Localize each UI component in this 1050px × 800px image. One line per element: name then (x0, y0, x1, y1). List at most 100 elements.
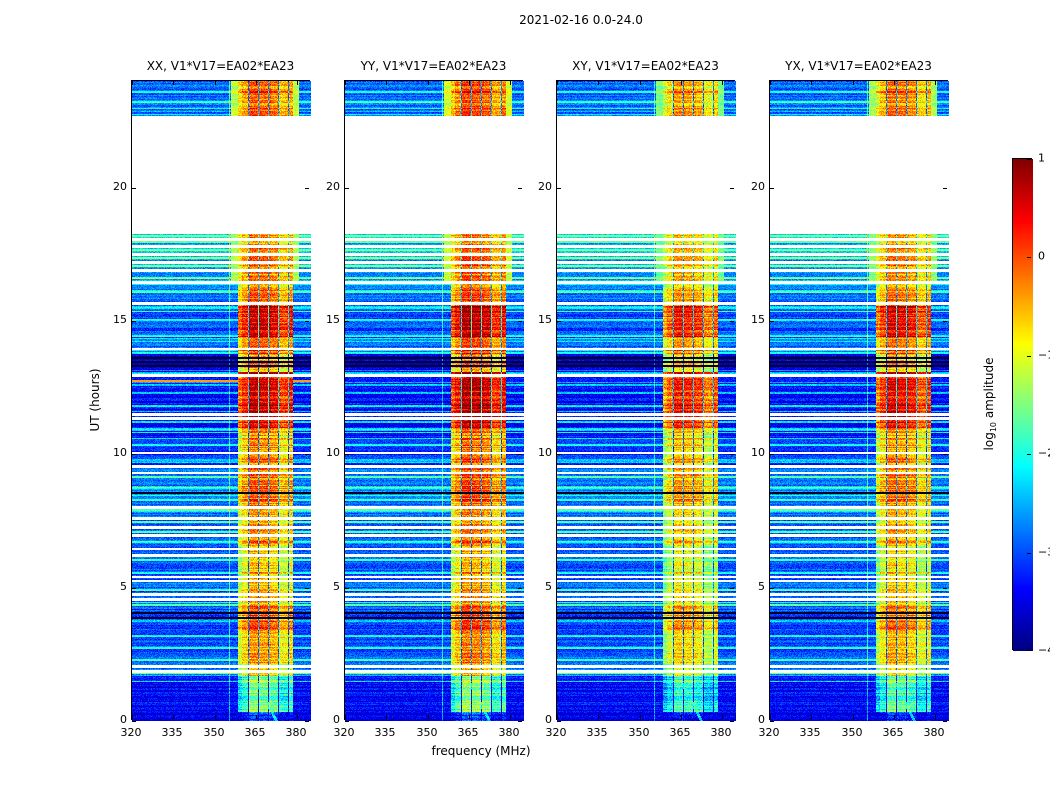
x-tick-mark (469, 81, 470, 85)
y-tick-label: 10 (326, 446, 340, 459)
y-tick-mark (730, 721, 734, 722)
y-tick-mark (943, 721, 947, 722)
x-tick-label: 350 (416, 726, 438, 739)
x-tick-mark (386, 715, 387, 719)
x-tick-label: 350 (203, 726, 225, 739)
spectrogram-canvas-yy (345, 81, 524, 721)
x-tick-mark (557, 715, 558, 719)
y-tick-mark (345, 588, 349, 589)
y-tick-label: 0 (545, 713, 552, 726)
y-tick-mark (730, 321, 734, 322)
y-tick-mark (770, 188, 774, 189)
y-tick-label: 0 (333, 713, 340, 726)
x-tick-mark (722, 81, 723, 85)
y-tick-mark (345, 321, 349, 322)
y-tick-mark (943, 188, 947, 189)
colorbar-tick-label: 0 (1038, 249, 1045, 263)
spectrogram-panel-xy: XY, V1*V17=EA02*EA23 (556, 59, 736, 722)
panel-title-xx: XX, V1*V17=EA02*EA23 (146, 59, 295, 73)
y-tick-mark (770, 588, 774, 589)
colorbar-label-subscript: 10 (989, 421, 999, 433)
x-tick-mark (510, 81, 511, 85)
y-tick-mark (518, 188, 522, 189)
y-tick-label: 10 (113, 446, 127, 459)
y-tick-mark (305, 188, 309, 189)
colorbar-tick-label: −3 (1038, 545, 1050, 559)
x-tick-mark (935, 81, 936, 85)
colorbar-tick-mark (1027, 454, 1031, 455)
colorbar-tick-mark (1027, 257, 1031, 258)
spectrogram-panel-yy: YY, V1*V17=EA02*EA23 (344, 59, 524, 722)
colorbar-label-prefix: log (981, 432, 996, 451)
y-tick-mark (518, 454, 522, 455)
y-tick-mark (345, 454, 349, 455)
panel-title-yy: YY, V1*V17=EA02*EA23 (360, 59, 507, 73)
y-tick-label: 15 (113, 313, 127, 326)
y-tick-mark (557, 721, 561, 722)
y-tick-label: 20 (326, 180, 340, 193)
y-tick-label: 20 (751, 180, 765, 193)
panel-title-xy: XY, V1*V17=EA02*EA23 (572, 59, 719, 73)
y-tick-mark (132, 321, 136, 322)
y-tick-label: 0 (758, 713, 765, 726)
x-tick-mark (256, 81, 257, 85)
x-tick-mark (722, 715, 723, 719)
y-tick-mark (770, 454, 774, 455)
y-tick-label: 5 (333, 580, 340, 593)
y-tick-mark (770, 321, 774, 322)
x-tick-mark (811, 81, 812, 85)
colorbar-tick-label: −4 (1038, 643, 1050, 657)
x-tick-mark (598, 81, 599, 85)
x-tick-label: 335 (586, 726, 608, 739)
colorbar-label-suffix: amplitude (981, 357, 996, 422)
y-tick-mark (943, 321, 947, 322)
spectrogram-canvas-xx (132, 81, 311, 721)
y-tick-mark (305, 321, 309, 322)
y-tick-mark (518, 721, 522, 722)
colorbar-gradient (1013, 159, 1033, 651)
x-tick-mark (469, 715, 470, 719)
x-tick-mark (297, 715, 298, 719)
y-tick-mark (557, 188, 561, 189)
y-tick-label: 20 (113, 180, 127, 193)
x-axis-label: frequency (MHz) (431, 744, 531, 758)
y-tick-mark (345, 188, 349, 189)
y-tick-mark (132, 454, 136, 455)
colorbar (1012, 158, 1033, 651)
x-tick-label: 380 (923, 726, 945, 739)
x-tick-mark (510, 715, 511, 719)
y-tick-label: 5 (545, 580, 552, 593)
x-tick-label: 350 (841, 726, 863, 739)
y-tick-mark (345, 721, 349, 722)
y-tick-mark (943, 454, 947, 455)
spectrogram-panel-yx: YX, V1*V17=EA02*EA23 (769, 59, 949, 722)
x-tick-mark (811, 715, 812, 719)
x-tick-mark (173, 81, 174, 85)
x-tick-mark (770, 715, 771, 719)
colorbar-tick-mark (1027, 159, 1031, 160)
x-tick-label: 335 (799, 726, 821, 739)
spectrogram-canvas-xy (557, 81, 736, 721)
x-tick-label: 380 (710, 726, 732, 739)
x-tick-label: 335 (374, 726, 396, 739)
y-tick-mark (132, 588, 136, 589)
x-tick-mark (215, 715, 216, 719)
y-tick-mark (518, 588, 522, 589)
x-tick-mark (894, 715, 895, 719)
y-tick-mark (557, 588, 561, 589)
y-tick-label: 20 (538, 180, 552, 193)
y-tick-label: 15 (326, 313, 340, 326)
x-tick-mark (598, 715, 599, 719)
colorbar-tick-label: −1 (1038, 348, 1050, 362)
x-tick-mark (386, 81, 387, 85)
y-tick-label: 10 (538, 446, 552, 459)
y-tick-mark (770, 721, 774, 722)
x-tick-label: 365 (244, 726, 266, 739)
x-tick-mark (132, 715, 133, 719)
figure-title: 2021-02-16 0.0-24.0 (519, 13, 643, 27)
colorbar-label: log10 amplitude (982, 358, 998, 451)
x-tick-mark (640, 81, 641, 85)
panel-title-yx: YX, V1*V17=EA02*EA23 (785, 59, 932, 73)
y-tick-mark (557, 454, 561, 455)
y-tick-mark (518, 321, 522, 322)
